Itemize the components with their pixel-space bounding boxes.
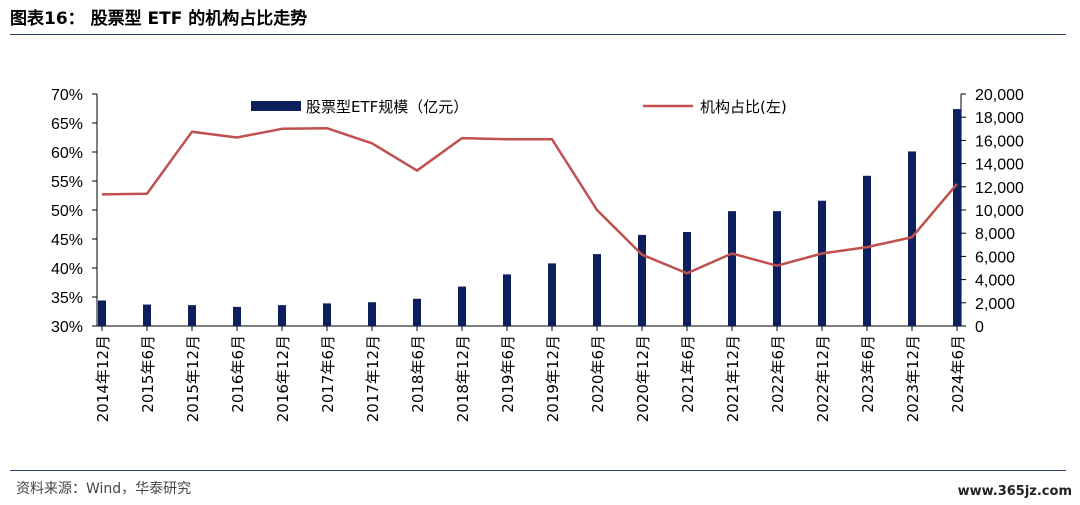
header-divider <box>10 34 1066 35</box>
x-axis-tick-label: 2021年6月 <box>679 335 697 413</box>
left-axis-tick-label: 60% <box>51 145 83 162</box>
x-axis-tick-label: 2014年12月 <box>94 335 112 422</box>
bar <box>953 109 961 326</box>
right-axis-tick-label: 8,000 <box>975 226 1015 243</box>
x-axis-tick-label: 2015年6月 <box>139 335 157 413</box>
x-axis-tick-label: 2023年6月 <box>859 335 877 413</box>
right-axis-tick-label: 0 <box>975 319 984 336</box>
x-axis-tick-label: 2019年6月 <box>499 335 517 413</box>
left-axis-tick-label: 55% <box>51 174 83 191</box>
left-axis-tick-label: 50% <box>51 203 83 220</box>
right-axis-tick-label: 14,000 <box>975 157 1024 174</box>
bar <box>278 305 286 326</box>
bar <box>233 306 241 326</box>
right-axis-tick-label: 18,000 <box>975 110 1024 127</box>
x-axis-tick-label: 2024年6月 <box>949 335 967 413</box>
left-axis-tick-label: 45% <box>51 232 83 249</box>
bar <box>188 305 196 326</box>
right-axis-tick-label: 12,000 <box>975 180 1024 197</box>
bar <box>638 234 646 326</box>
right-axis-tick-label: 16,000 <box>975 133 1024 150</box>
bar <box>503 274 511 326</box>
bar <box>98 300 106 326</box>
bar <box>818 200 826 326</box>
bar <box>323 303 331 326</box>
bar <box>593 254 601 326</box>
right-axis-tick-label: 6,000 <box>975 249 1015 266</box>
x-axis-tick-label: 2021年12月 <box>724 335 742 422</box>
x-axis-tick-label: 2017年12月 <box>364 335 382 422</box>
bar <box>368 302 376 326</box>
x-axis-tick-label: 2017年6月 <box>319 335 337 413</box>
footer-divider <box>10 470 1066 471</box>
left-axis-tick-label: 65% <box>51 116 83 133</box>
right-axis-tick-label: 20,000 <box>975 87 1024 104</box>
x-axis-tick-label: 2015年12月 <box>184 335 202 422</box>
bar <box>683 232 691 326</box>
right-axis-tick-label: 10,000 <box>975 203 1024 220</box>
chart: 30% 35% 40% 45% 50% 55% 60% 65% 70% 0 2,000 4,000 6,… <box>51 87 1024 422</box>
left-axis-tick-label: 35% <box>51 290 83 307</box>
bar <box>548 263 556 326</box>
x-axis-tick-label: 2018年12月 <box>454 335 472 422</box>
right-axis-tick-label: 2,000 <box>975 296 1015 313</box>
legend-label-bar: 股票型ETF规模（亿元） <box>306 98 468 116</box>
bar <box>863 175 871 326</box>
bar <box>773 211 781 326</box>
line-series <box>101 126 958 275</box>
x-axis-tick-label: 2023年12月 <box>904 335 922 422</box>
x-axis-tick-label: 2020年12月 <box>634 335 652 422</box>
left-axis-tick-label: 70% <box>51 87 83 104</box>
legend-label-line: 机构占比(左) <box>700 98 787 116</box>
bar <box>728 211 736 326</box>
page-title: 图表16： 股票型 ETF 的机构占比走势 <box>10 9 308 29</box>
left-axis-tick-label: 30% <box>51 319 83 336</box>
x-axis-tick-label: 2018年6月 <box>409 335 427 413</box>
left-axis-tick-label: 40% <box>51 261 83 278</box>
bar <box>143 304 151 326</box>
bar <box>908 151 916 326</box>
x-axis-tick-label: 2016年6月 <box>229 335 247 413</box>
x-axis-tick-label: 2020年6月 <box>589 335 607 413</box>
legend-swatch-bar <box>251 101 301 111</box>
x-axis-tick-label: 2019年12月 <box>544 335 562 422</box>
x-axis-tick-label: 2016年12月 <box>274 335 292 422</box>
right-axis-tick-label: 4,000 <box>975 273 1015 290</box>
bar <box>458 286 466 326</box>
source-note: 资料来源：Wind，华泰研究 <box>16 481 192 497</box>
watermark: www.365jz.com <box>957 484 1072 499</box>
bar <box>413 298 421 326</box>
x-axis-tick-label: 2022年6月 <box>769 335 787 413</box>
x-axis-tick-label: 2022年12月 <box>814 335 832 422</box>
